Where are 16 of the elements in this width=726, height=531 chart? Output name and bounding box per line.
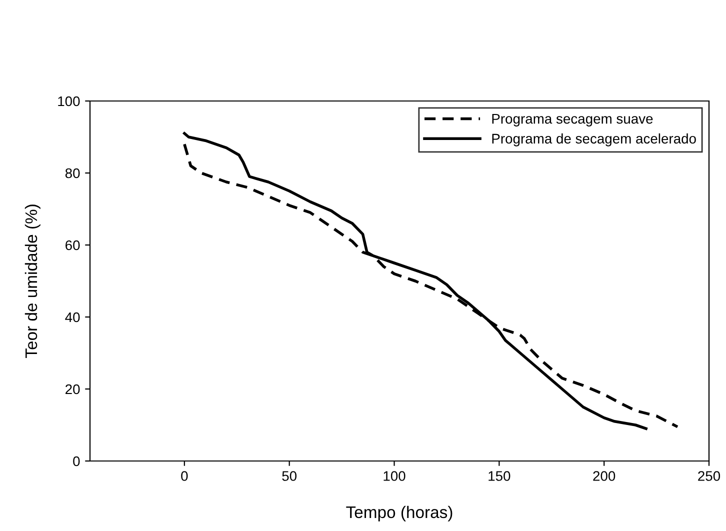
x-tick-label: 250 — [698, 471, 720, 481]
y-tick-label: 0 — [73, 456, 80, 466]
x-tick-label: 150 — [488, 471, 510, 481]
y-axis-title: Teor de umidade (%) — [24, 204, 40, 358]
y-tick-label: 80 — [65, 168, 80, 178]
x-tick-label: 50 — [282, 471, 297, 481]
y-tick-label: 40 — [65, 312, 80, 322]
x-tick-label: 200 — [593, 471, 616, 481]
x-tick-label: 0 — [181, 471, 188, 481]
legend-label: Programa secagem suave — [492, 114, 653, 126]
x-tick-label: 100 — [384, 471, 406, 481]
legend-label: Programa de secagem acelerado — [492, 133, 696, 146]
x-axis-title: Tempo (horas) — [346, 506, 452, 522]
y-tick-label: 60 — [66, 240, 80, 250]
y-tick-label: 20 — [66, 384, 80, 394]
y-tick-label: 100 — [58, 96, 80, 106]
